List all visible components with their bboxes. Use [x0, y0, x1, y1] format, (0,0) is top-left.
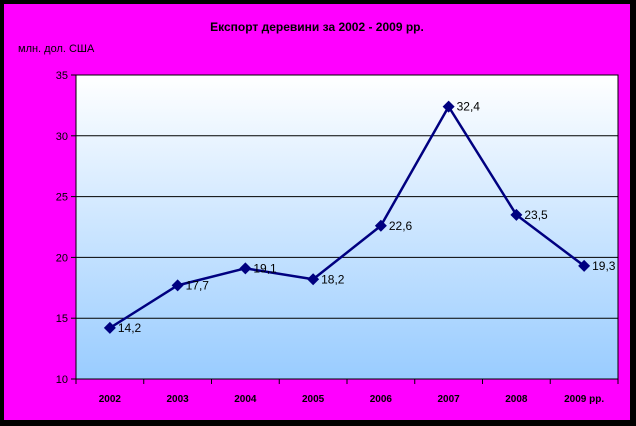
x-tick-label: 2002 — [99, 394, 122, 405]
data-point-marker — [578, 259, 591, 272]
data-point-marker — [307, 273, 320, 286]
line-chart: Експорт деревини за 2002 - 2009 рр. млн.… — [18, 20, 619, 405]
x-tick-label: 2005 — [302, 394, 325, 405]
data-label: 22,6 — [389, 219, 413, 233]
data-labels: 14,2 17,7 19,1 18,2 22,6 32,4 23,5 19,3 — [118, 100, 616, 335]
gridlines — [76, 135, 618, 319]
x-tick-label: 2009 рр. — [564, 394, 604, 405]
series-line — [109, 105, 585, 329]
x-tick-label: 2008 — [505, 394, 528, 405]
x-tick-label: 2003 — [167, 394, 190, 405]
data-label: 18,2 — [321, 272, 345, 286]
data-markers — [103, 100, 591, 334]
data-label: 17,7 — [186, 278, 210, 292]
x-tick-label: 2006 — [370, 394, 393, 405]
x-tick-label: 2004 — [234, 394, 257, 405]
data-point-marker — [442, 100, 455, 113]
data-point-marker — [374, 219, 387, 232]
y-tick-label: 35 — [56, 70, 68, 82]
y-axis: 10 15 20 25 30 35 — [56, 70, 76, 386]
y-tick-label: 20 — [56, 252, 68, 264]
data-point-marker — [510, 208, 523, 221]
y-axis-unit-label: млн. дол. США — [18, 43, 95, 55]
data-label: 23,5 — [524, 208, 548, 222]
data-label: 19,3 — [592, 259, 616, 273]
data-point-marker — [103, 321, 116, 334]
x-axis: 2002 2003 2004 2005 2006 2007 2008 2009 рр. — [75, 379, 619, 405]
data-label: 14,2 — [118, 321, 142, 335]
data-point-marker — [171, 279, 184, 292]
chart-title: Експорт деревини за 2002 - 2009 рр. — [210, 20, 424, 34]
y-tick-label: 10 — [56, 374, 68, 386]
y-tick-label: 30 — [56, 131, 68, 143]
data-point-marker — [239, 262, 252, 275]
data-label: 19,1 — [253, 261, 277, 275]
chart-frame: Експорт деревини за 2002 - 2009 рр. млн.… — [4, 4, 630, 420]
plot-area — [75, 74, 619, 380]
y-tick-label: 25 — [56, 192, 68, 204]
y-tick-label: 15 — [56, 313, 68, 325]
data-label: 32,4 — [457, 100, 481, 114]
x-tick-label: 2007 — [438, 394, 461, 405]
